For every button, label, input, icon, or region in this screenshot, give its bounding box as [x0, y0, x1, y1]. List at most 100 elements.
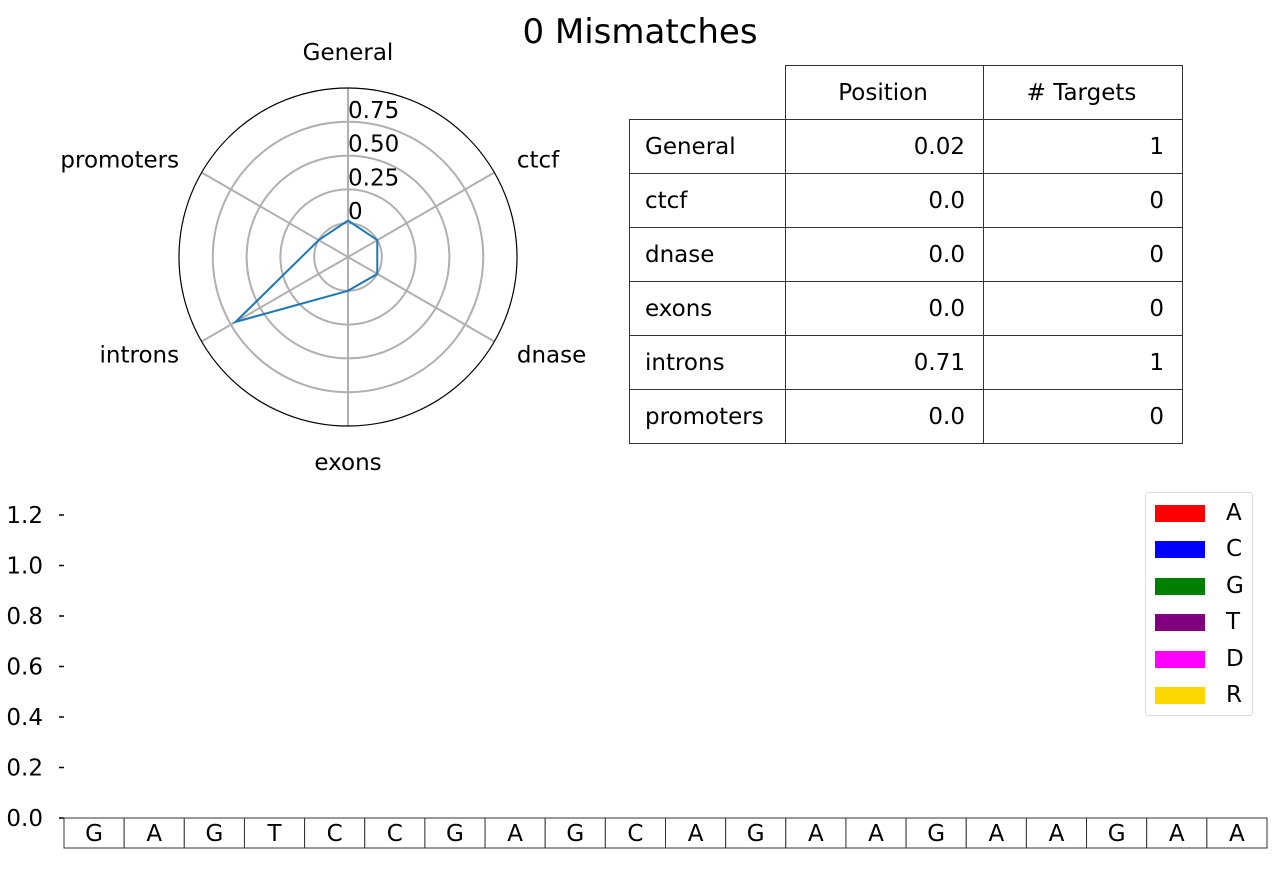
legend-swatch	[1155, 504, 1205, 522]
spoke-line	[201, 171, 349, 258]
sequence-base-label: A	[1229, 821, 1245, 847]
legend-label: A	[1226, 500, 1242, 526]
sequence-cell	[845, 817, 907, 849]
sequence-base-label: A	[868, 821, 884, 847]
radial-tick-label: 0.25	[348, 165, 399, 191]
radial-tick-label: 0.75	[348, 98, 399, 124]
sequence-base-label: G	[747, 821, 765, 847]
table-row: General 0.02 1	[629, 119, 1183, 174]
sequence-base-label: G	[446, 821, 464, 847]
sequence-cell	[484, 817, 546, 849]
axis-label: exons	[314, 450, 381, 476]
axis-label: ctcf	[517, 148, 560, 174]
position-cell: 0.02	[785, 119, 984, 174]
legend-swatch	[1155, 577, 1205, 595]
table-row: introns 0.71 1	[629, 335, 1183, 390]
position-cell: 0.71	[785, 335, 984, 390]
sequence-cell	[544, 817, 606, 849]
radar-frame	[178, 87, 518, 427]
legend-item-t: T	[1155, 609, 1240, 635]
table-header-row: Position # Targets	[629, 65, 1183, 120]
y-tick-label: 0.4	[6, 705, 43, 731]
legend-item-r: R	[1155, 682, 1242, 708]
radial-tick-label: 0.50	[348, 132, 399, 158]
axis-label: introns	[100, 343, 180, 369]
legend-label: G	[1226, 573, 1244, 599]
spoke-line	[347, 256, 495, 343]
sequence-cell	[725, 817, 787, 849]
sequence-base-label: A	[1169, 821, 1185, 847]
targets-cell: 0	[983, 227, 1183, 282]
sequence-base-label: A	[808, 821, 824, 847]
table-row: exons 0.0 0	[629, 281, 1183, 336]
sequence-cell	[604, 817, 666, 849]
sequence-base-label: A	[1049, 821, 1065, 847]
legend: A C G T D R	[1145, 492, 1253, 716]
row-label: dnase	[629, 227, 786, 282]
sequence-base-label: G	[927, 821, 945, 847]
axis-label: dnase	[517, 343, 586, 369]
legend-swatch	[1155, 650, 1205, 668]
table-corner	[629, 65, 786, 120]
legend-swatch	[1155, 613, 1205, 631]
legend-label: C	[1226, 536, 1243, 562]
sequence-base-label: G	[1108, 821, 1126, 847]
sequence-base-label: G	[85, 821, 103, 847]
sequence-cell	[1086, 817, 1148, 849]
targets-cell: 0	[983, 281, 1183, 336]
legend-item-c: C	[1155, 536, 1243, 562]
spoke-line	[347, 171, 495, 258]
legend-swatch	[1155, 686, 1205, 704]
sequence-cell	[665, 817, 727, 849]
position-cell: 0.0	[785, 281, 984, 336]
table-row: ctcf 0.0 0	[629, 173, 1183, 228]
y-tick-label: 0.8	[6, 604, 43, 630]
chart-title: 0 Mismatches	[522, 12, 758, 52]
targets-cell: 0	[983, 389, 1183, 444]
targets-cell: 1	[983, 335, 1183, 390]
sequence-cell	[905, 817, 967, 849]
sequence-cell	[1146, 817, 1208, 849]
row-label: introns	[629, 335, 786, 390]
sequence-cell	[965, 817, 1027, 849]
legend-label: R	[1226, 682, 1242, 708]
legend-item-d: D	[1155, 646, 1244, 672]
position-cell: 0.0	[785, 173, 984, 228]
sequence-base-label: G	[566, 821, 584, 847]
sequence-cell	[123, 817, 185, 849]
targets-cell: 1	[983, 119, 1183, 174]
sequence-cell	[424, 817, 486, 849]
sequence-base-label: C	[627, 821, 643, 847]
legend-item-g: G	[1155, 573, 1244, 599]
sequence-cell	[785, 817, 847, 849]
stats-table: Position # Targets General 0.02 1 ctcf 0…	[629, 65, 1183, 444]
axis-label: General	[303, 40, 394, 66]
sequence-base-label: A	[507, 821, 523, 847]
position-cell: 0.0	[785, 227, 984, 282]
axis-label: promoters	[60, 148, 179, 174]
legend-label: D	[1226, 646, 1244, 672]
sequence-base-label: G	[205, 821, 223, 847]
y-tick-label: 0.0	[6, 806, 43, 832]
sequence-cell	[304, 817, 366, 849]
legend-swatch	[1155, 540, 1205, 558]
radial-tick-label: 0	[348, 199, 363, 225]
row-label: exons	[629, 281, 786, 336]
sequence-base-label: C	[327, 821, 343, 847]
row-label: ctcf	[629, 173, 786, 228]
legend-item-a: A	[1155, 500, 1242, 526]
table-row: promoters 0.0 0	[629, 389, 1183, 444]
row-label: promoters	[629, 389, 786, 444]
y-tick-label: 1.2	[6, 503, 43, 529]
y-tick-label: 0.6	[6, 655, 43, 681]
targets-cell: 0	[983, 173, 1183, 228]
spoke-line	[201, 256, 349, 343]
sequence-cell	[364, 817, 426, 849]
column-header-position: Position	[785, 65, 984, 120]
y-tick-label: 1.0	[6, 554, 43, 580]
sequence-base-label: C	[387, 821, 403, 847]
sequence-base-label: A	[146, 821, 162, 847]
column-header-targets: # Targets	[983, 65, 1183, 120]
sequence-base-label: A	[988, 821, 1004, 847]
